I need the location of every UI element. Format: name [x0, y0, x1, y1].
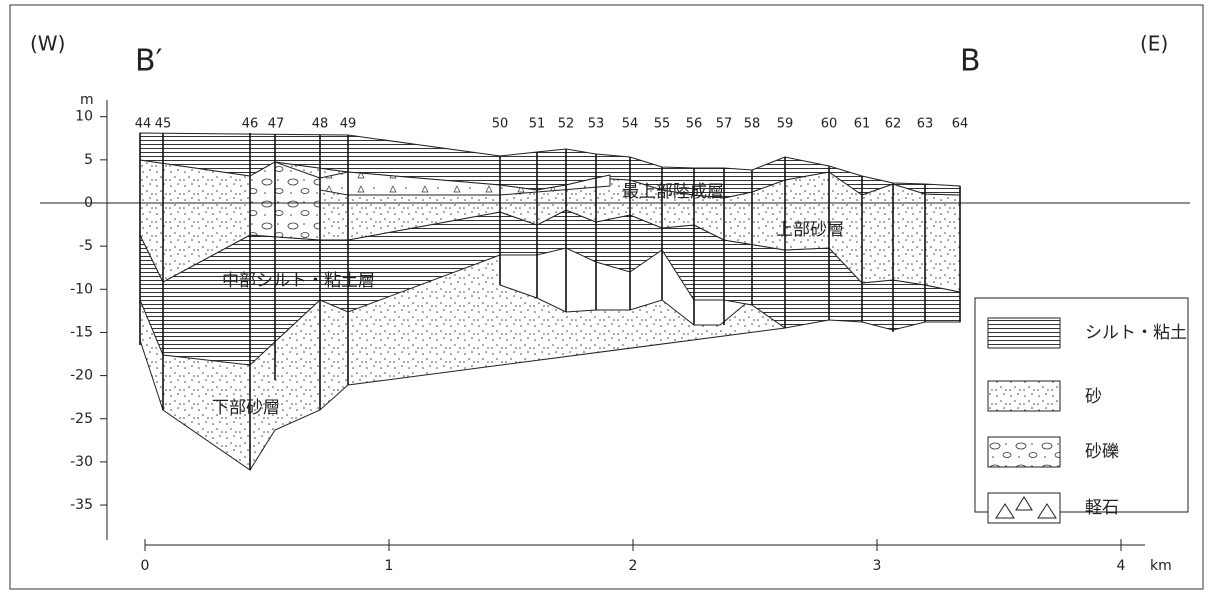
- legend-swatch: [988, 318, 1060, 348]
- borehole-label: 60: [821, 117, 838, 132]
- legend-label: 砂礫: [1085, 442, 1119, 462]
- x-tick-label: 2: [629, 558, 638, 574]
- borehole-label: 54: [622, 117, 639, 132]
- legend: シルト・粘土 砂 砂礫 軽石: [975, 298, 1188, 523]
- x-tick-label: 3: [873, 558, 882, 574]
- borehole-label: 48: [312, 117, 329, 132]
- layer-label: 下部砂層: [212, 398, 280, 418]
- y-tick-label: 5: [84, 152, 93, 168]
- y-unit: m: [80, 92, 94, 108]
- y-tick-label: -15: [70, 324, 93, 340]
- legend-label: 砂: [1085, 387, 1102, 407]
- layers: [140, 133, 960, 470]
- borehole-label: 46: [242, 117, 259, 132]
- y-tick-label: -25: [70, 411, 93, 427]
- layer-label: 中部シルト・粘土層: [222, 271, 375, 291]
- west-label: (W): [30, 32, 65, 56]
- borehole-label: 52: [558, 117, 575, 132]
- borehole-label: 53: [588, 117, 605, 132]
- borehole-label: 58: [744, 117, 761, 132]
- borehole-label: 45: [155, 117, 172, 132]
- y-tick-label: -20: [70, 368, 93, 384]
- x-tick-label: 1: [385, 558, 394, 574]
- cross-section: 4445464748495051525354555657585960616263…: [0, 0, 1215, 594]
- y-tick-label: -30: [70, 454, 93, 470]
- section-start: B′: [135, 44, 163, 79]
- legend-swatch: [988, 381, 1060, 411]
- y-tick-label: -35: [70, 497, 93, 513]
- y-tick-label: 0: [84, 195, 93, 211]
- borehole-label: 62: [885, 117, 902, 132]
- borehole-label: 50: [492, 117, 509, 132]
- x-tick-label: 0: [141, 558, 150, 574]
- y-tick-label: -5: [79, 238, 93, 254]
- borehole-label: 61: [854, 117, 871, 132]
- borehole-label: 57: [716, 117, 733, 132]
- borehole-label: 59: [777, 117, 794, 132]
- layer-label: 上部砂層: [776, 220, 844, 240]
- x-tick-label: 4: [1117, 558, 1126, 574]
- y-tick-label: 10: [75, 109, 93, 125]
- borehole-label: 51: [529, 117, 546, 132]
- borehole-label: 55: [654, 117, 671, 132]
- borehole-label: 56: [686, 117, 703, 132]
- legend-label: シルト・粘土: [1085, 323, 1187, 343]
- east-label: (E): [1140, 32, 1168, 56]
- layer-label: 最上部陸成層: [622, 182, 724, 202]
- borehole-label: 44: [135, 117, 152, 132]
- y-tick-label: -10: [70, 281, 93, 297]
- borehole-label: 64: [952, 117, 969, 132]
- borehole-label: 63: [917, 117, 934, 132]
- legend-label: 軽石: [1085, 498, 1119, 518]
- borehole-label: 47: [268, 117, 285, 132]
- borehole-label: 49: [340, 117, 357, 132]
- legend-swatch: [988, 437, 1060, 467]
- x-unit: km: [1150, 558, 1172, 574]
- section-end: B: [960, 44, 981, 79]
